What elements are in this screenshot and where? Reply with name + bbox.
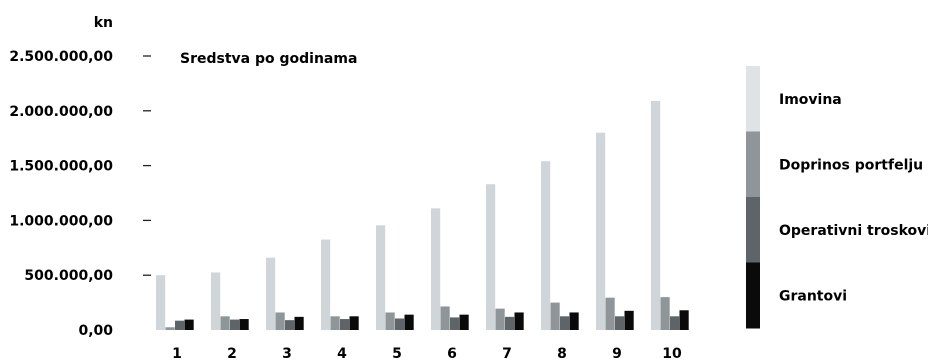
legend: Imovina Doprinos portfelju Operativni tros… [746, 66, 928, 329]
bar-grantovi-1 [184, 319, 194, 330]
bar-operativni-troskovi-10 [670, 316, 680, 330]
x-tick-label: 8 [557, 346, 567, 361]
bar-doprinos-portfelju-5 [385, 312, 395, 330]
bar-grantovi-8 [569, 312, 579, 330]
bar-doprinos-portfelju-1 [165, 327, 175, 330]
legend-swatch-operativni-troskovi [746, 197, 760, 263]
bar-imovina-2 [211, 272, 221, 330]
bar-grantovi-4 [349, 316, 359, 330]
bar-imovina-10 [651, 100, 661, 330]
bar-imovina-8 [541, 161, 551, 330]
bar-operativni-troskovi-9 [615, 316, 625, 330]
bar-imovina-4 [321, 239, 331, 330]
bar-operativni-troskovi-4 [340, 319, 350, 330]
legend-swatch-grantovi [746, 262, 760, 329]
bar-operativni-troskovi-3 [285, 320, 295, 330]
x-tick-label: 6 [447, 346, 457, 361]
x-tick-label: 2 [227, 346, 237, 361]
legend-swatch-doprinos-portfelju [746, 131, 760, 198]
x-tick-label: 9 [612, 346, 622, 361]
bar-operativni-troskovi-8 [560, 316, 570, 330]
y-tick-label: 2.000.000,00 [9, 104, 113, 120]
bar-imovina-6 [431, 208, 441, 330]
legend-label: Doprinos portfelju [779, 157, 923, 173]
bar-imovina-1 [156, 275, 166, 330]
x-axis-ticks: 1 2 3 4 5 6 7 8 9 10 [172, 346, 682, 361]
y-axis-label: kn [94, 15, 113, 31]
legend-swatch-imovina [746, 66, 760, 132]
bar-imovina-5 [376, 225, 386, 330]
bar-doprinos-portfelju-2 [220, 316, 230, 330]
x-tick-label: 4 [337, 346, 347, 361]
bar-operativni-troskovi-1 [175, 320, 185, 330]
y-tick-label: 2.500.000,00 [9, 49, 113, 65]
bar-imovina-9 [596, 132, 606, 330]
bar-grantovi-3 [294, 316, 304, 330]
bar-doprinos-portfelju-8 [550, 302, 560, 330]
bar-doprinos-portfelju-6 [440, 306, 450, 330]
x-tick-label: 10 [662, 346, 682, 361]
x-tick-label: 5 [392, 346, 402, 361]
x-tick-label: 7 [502, 346, 512, 361]
legend-label: Imovina [779, 92, 842, 108]
bar-operativni-troskovi-5 [395, 318, 405, 330]
x-tick-label: 3 [282, 346, 292, 361]
bar-doprinos-portfelju-3 [275, 312, 285, 330]
bar-grantovi-7 [514, 312, 524, 330]
chart-title: Sredstva po godinama [180, 51, 357, 67]
y-tick-label: 1.500.000,00 [9, 159, 113, 175]
legend-label: Grantovi [779, 288, 847, 304]
bar-operativni-troskovi-2 [230, 319, 240, 330]
bar-imovina-7 [486, 184, 496, 330]
bars [156, 100, 689, 330]
legend-label: Operativni troskovi [779, 223, 928, 239]
bar-doprinos-portfelju-7 [495, 308, 505, 330]
bar-operativni-troskovi-6 [450, 317, 460, 330]
y-tick-label: 500.000,00 [24, 268, 113, 284]
bar-grantovi-5 [404, 314, 414, 330]
bar-doprinos-portfelju-4 [330, 316, 340, 330]
bar-grantovi-10 [679, 310, 689, 330]
y-tick-label: 1.000.000,00 [9, 213, 113, 229]
x-tick-label: 1 [172, 346, 182, 361]
bar-doprinos-portfelju-10 [660, 297, 670, 330]
bar-grantovi-9 [624, 310, 634, 330]
bar-grantovi-6 [459, 314, 469, 330]
bar-grantovi-2 [239, 319, 249, 330]
bar-doprinos-portfelju-9 [605, 297, 615, 330]
y-axis-ticks: 0,00 500.000,00 1.000.000,00 1.500.000,00 2.… [9, 49, 151, 339]
bar-imovina-3 [266, 257, 276, 330]
y-tick-label: 0,00 [78, 323, 113, 339]
bar-operativni-troskovi-7 [505, 316, 515, 330]
